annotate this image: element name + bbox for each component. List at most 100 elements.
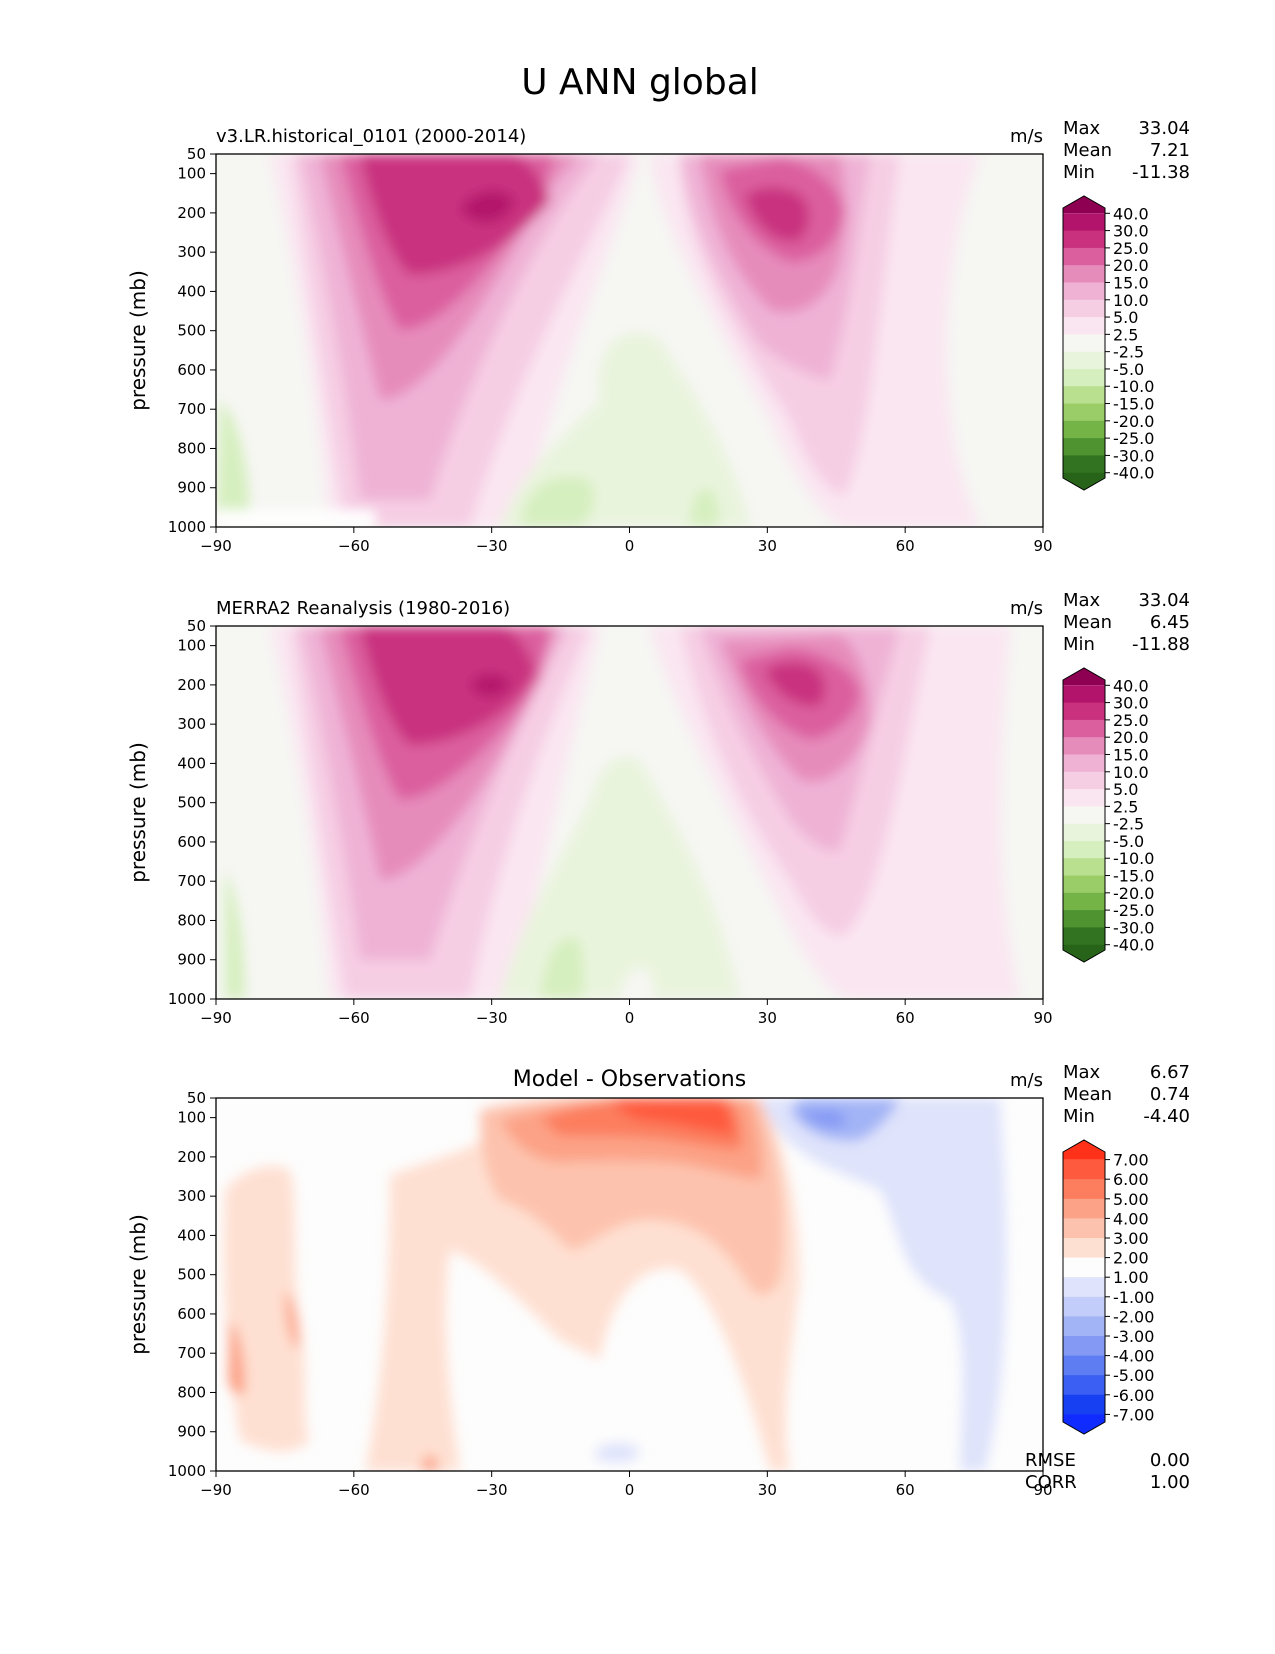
panel-difference [215,1097,1044,1472]
x-tick-label: 30 [758,537,777,555]
panel-title: v3.LR.historical_0101 (2000-2014) [216,126,526,147]
y-axis-label: pressure (mb) [126,742,150,883]
colorbar-swatch [1063,1394,1105,1415]
colorbar-swatch [1063,213,1105,232]
y-tick-label: 500 [177,1266,206,1284]
y-tick-label: 1000 [168,1462,206,1480]
colorbar-tick-label: -10.0 [1113,377,1154,396]
colorbar-extend-max [1063,196,1105,214]
x-tick-label: −90 [200,537,232,555]
colorbar-swatch [1063,771,1105,790]
colorbar-outline [1062,195,1106,491]
colorbar-swatch [1063,455,1105,474]
colorbar-tick-label: -2.00 [1113,1307,1154,1326]
colorbar-tick-label: 5.00 [1113,1190,1149,1209]
colorbar-swatch [1063,754,1105,773]
y-tick-label: 50 [187,617,206,635]
x-tick-label: −30 [476,537,508,555]
x-tick-label: 60 [896,1009,915,1027]
y-tick-label: 1000 [168,990,206,1008]
stat-label-mean: Mean [1063,140,1112,161]
contour-field-reference [216,626,1043,999]
colorbar-swatch [1063,858,1105,877]
y-tick-label: 700 [177,872,206,890]
panel-reference [215,625,1044,1000]
colorbar-swatch [1063,1316,1105,1337]
y-tick-label: 100 [177,1109,206,1127]
colorbar-tick-label: 25.0 [1113,711,1149,730]
colorbar-swatch [1063,265,1105,283]
figure-title: U ANN global [521,62,759,103]
y-tick-label: 600 [177,1305,206,1323]
x-tick-label: 30 [758,1009,777,1027]
colorbar-tick-label: 4.00 [1113,1209,1149,1228]
colorbar-tick-label: 6.00 [1113,1170,1149,1189]
y-tick-label: 50 [187,1089,206,1107]
colorbar-tick-label: 20.0 [1113,256,1149,275]
y-tick-label: 400 [177,754,206,772]
colorbar-swatch [1063,806,1105,825]
colorbar-tick-label: -30.0 [1113,446,1154,465]
stat-value-min: -4.40 [1143,1106,1190,1127]
y-tick-label: 400 [177,282,206,300]
y-tick-label: 400 [177,1226,206,1244]
stat-label-max: Max [1063,118,1101,139]
units-label: m/s [1010,126,1043,147]
y-tick-label: 300 [177,243,206,261]
colorbar-swatch [1063,789,1105,807]
colorbar-swatch [1063,334,1105,353]
contour-field-test [216,154,1043,527]
stat-value-min: -11.88 [1132,634,1190,655]
y-tick-label: 50 [187,145,206,163]
stat-label-min: Min [1063,1106,1095,1127]
x-tick-label: 0 [625,537,635,555]
x-tick-label: −90 [200,1009,232,1027]
colorbar-swatch [1063,910,1105,928]
colorbar-tick-label: 3.00 [1113,1229,1149,1248]
colorbar-swatch [1063,892,1105,911]
corr-value: 1.00 [1150,1472,1190,1493]
stat-label-max: Max [1063,1062,1101,1083]
colorbar-extend-min [1063,944,1105,962]
colorbar-swatch [1063,438,1105,456]
stat-label-min: Min [1063,162,1095,183]
panel-title: Model - Observations [513,1067,746,1092]
stat-label-min: Min [1063,634,1095,655]
stat-label-mean: Mean [1063,612,1112,633]
colorbar-tick-label: 5.0 [1113,308,1138,327]
stat-label-max: Max [1063,590,1101,611]
colorbar-swatch [1063,386,1105,405]
y-tick-label: 900 [177,951,206,969]
stat-value-mean: 0.74 [1150,1084,1190,1105]
y-tick-label: 100 [177,165,206,183]
x-tick-label: −60 [338,1481,370,1499]
corr-label: CORR [1025,1472,1077,1493]
colorbar-swatch [1063,1257,1105,1278]
stat-value-max: 6.67 [1150,1062,1190,1083]
y-tick-label: 1000 [168,518,206,536]
colorbar-extend-min [1063,472,1105,490]
colorbar-outline [1062,1139,1106,1435]
colorbar-swatch [1063,927,1105,946]
y-tick-label: 700 [177,1344,206,1362]
panel-title: MERRA2 Reanalysis (1980-2016) [216,598,510,619]
stat-value-mean: 7.21 [1150,140,1190,161]
colorbar-swatch [1063,420,1105,439]
y-tick-label: 900 [177,1423,206,1441]
colorbar-tick-label: -5.0 [1113,360,1144,379]
colorbar-swatch [1063,1336,1105,1357]
colorbar-tick-label: 2.5 [1113,797,1138,816]
y-tick-label: 900 [177,479,206,497]
colorbar-swatch [1063,1179,1105,1200]
colorbar-swatch [1063,823,1105,842]
colorbar-swatch [1063,1355,1105,1376]
y-tick-label: 700 [177,400,206,418]
colorbar-tick-label: -10.0 [1113,849,1154,868]
colorbar-swatch [1063,702,1105,721]
colorbar-tick-label: -20.0 [1113,884,1154,903]
x-tick-label: −90 [200,1481,232,1499]
x-tick-label: −30 [476,1009,508,1027]
y-tick-label: 500 [177,794,206,812]
colorbar-swatch [1063,351,1105,370]
colorbar-tick-label: -15.0 [1113,867,1154,886]
